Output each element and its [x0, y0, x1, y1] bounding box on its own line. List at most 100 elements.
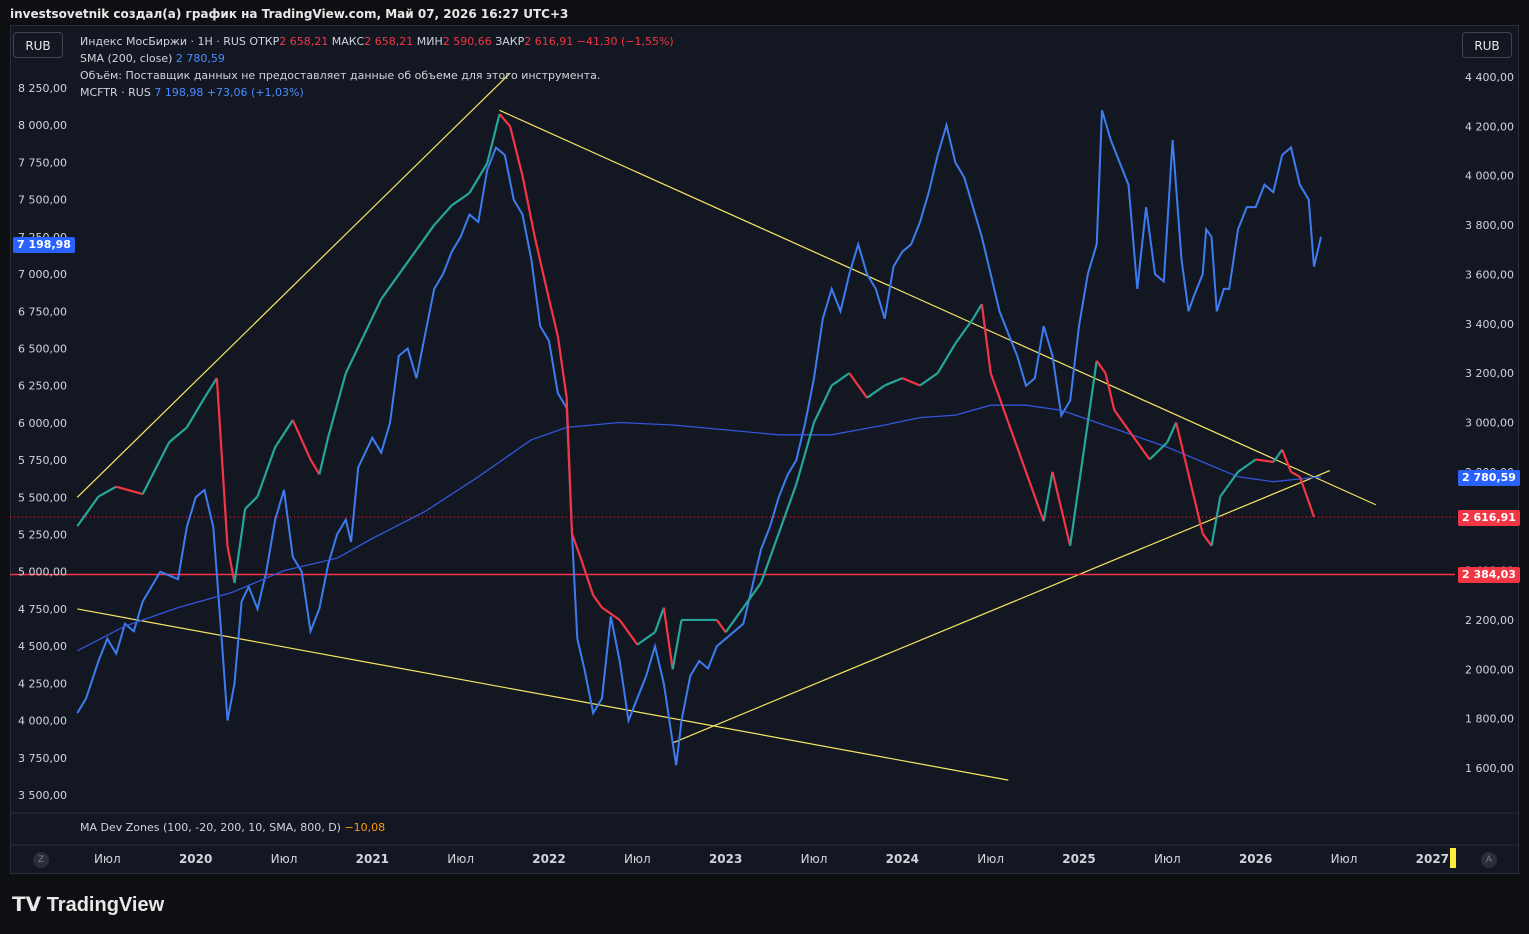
right-axis-tick: 1 800,00 [1465, 713, 1514, 726]
volume-note: Объём: Поставщик данных не предоставляет… [80, 69, 601, 82]
tradingview-logo[interactable]: 𝗧𝗩 TradingView [12, 892, 164, 917]
time-axis-tick: 2021 [356, 852, 389, 866]
imoex-segment [468, 162, 489, 194]
imoex-segment [866, 384, 886, 399]
imoex-segment [309, 458, 321, 475]
left-currency-button[interactable]: RUB [13, 32, 63, 58]
imoex-segment [884, 377, 903, 387]
imoex-segment [759, 533, 780, 584]
right-axis-tick: 2 200,00 [1465, 614, 1514, 627]
time-axis-tick: 2025 [1062, 852, 1095, 866]
footer-logo-text: TradingView [46, 894, 165, 916]
high-label: МАКС [331, 35, 365, 48]
right-currency-button[interactable]: RUB [1462, 32, 1512, 58]
series [76, 110, 1322, 766]
left-axis-tick: 4 250,00 [18, 677, 67, 690]
imoex-segment [954, 318, 974, 345]
imoex-segment [662, 607, 674, 670]
imoex-segment [203, 377, 218, 399]
left-axis-tick: 3 500,00 [18, 789, 67, 802]
imoex-segment [1024, 471, 1045, 522]
imoex-segment [1210, 496, 1222, 547]
left-price-axis[interactable]: 8 250,008 000,007 750,007 500,007 250,00… [18, 82, 67, 802]
time-axis-tick: 2022 [532, 852, 565, 866]
left-axis-tick: 5 500,00 [18, 491, 67, 504]
imoex-segment [1069, 484, 1081, 547]
trendline [672, 469, 1331, 744]
sma-legend[interactable]: SMA (200, close) 2 780,59 [80, 52, 225, 65]
imoex-segment [233, 508, 247, 584]
right-axis-tick: 3 200,00 [1465, 367, 1514, 380]
imoex-segment [556, 335, 568, 398]
time-axis-tick: Июл [977, 852, 1004, 866]
imoex-segment [1201, 532, 1213, 547]
imoex-segment [115, 485, 143, 496]
imoex-segment [989, 372, 1010, 423]
imoex-segment [244, 495, 259, 510]
zoom-toggle-button[interactable]: Z [33, 852, 49, 868]
imoex-segment [653, 607, 665, 633]
imoex-segment [547, 298, 559, 337]
imoex-segment [433, 204, 453, 226]
low-value: 2 590,66 [442, 35, 492, 48]
imoex-segment [415, 224, 436, 251]
close-label: ЗАКР [495, 35, 525, 48]
mcftr-line [76, 110, 1322, 766]
imoex-segment [813, 385, 833, 423]
level-price-tag: 2 384,03 [1458, 567, 1520, 583]
imoex-segment [1131, 434, 1151, 461]
time-axis-tick: Июл [94, 852, 121, 866]
imoex-segment [1219, 471, 1239, 498]
imoex-segment [972, 303, 983, 320]
open-value: 2 658,21 [279, 35, 329, 48]
auto-scale-button[interactable]: A [1481, 852, 1497, 868]
imoex-segment [486, 113, 501, 164]
imoex-segment [936, 342, 957, 374]
imoex-segment [533, 237, 551, 300]
horizontal-levels [10, 516, 1455, 576]
imoex-segment [671, 619, 683, 670]
imoex-segment [742, 582, 762, 609]
right-axis-tick: 3 400,00 [1465, 318, 1514, 331]
low-label: МИН [416, 35, 443, 48]
time-range-marker[interactable] [1450, 848, 1456, 868]
time-axis-tick: 2023 [709, 852, 742, 866]
trendline [76, 72, 511, 498]
right-axis-tick: 4 400,00 [1465, 71, 1514, 84]
imoex-segment [592, 594, 603, 609]
imoex-segment [565, 397, 574, 534]
imoex-segment [1042, 471, 1054, 522]
imoex-segment [168, 426, 188, 444]
right-price-axis[interactable]: 4 400,00 4 200,00 4 000,00 3 800,00 3 600,00… [1465, 71, 1514, 775]
imoex-segment [1113, 409, 1133, 436]
left-axis-tick: 7 750,00 [18, 156, 67, 169]
imoex-segment [1095, 360, 1107, 374]
time-axis[interactable]: Июл 2020 Июл 2021 Июл 2022 Июл 2023 Июл 2024 Июл 20… [10, 812, 1519, 866]
compare-legend[interactable]: MCFTR · RUS 7 198,98 +73,06 (+1,03%) [80, 86, 304, 99]
time-axis-tick: 2024 [886, 852, 919, 866]
imoex-segment [1307, 501, 1316, 518]
left-axis-tick: 8 000,00 [18, 119, 67, 132]
left-axis-tick: 4 000,00 [18, 715, 67, 728]
left-axis-tick: 5 250,00 [18, 529, 67, 542]
trendline [499, 109, 1377, 506]
symbol-legend[interactable]: Индекс МосБиржи · 1Н · RUS ОТКР2 658,21 … [80, 35, 674, 48]
change-value: −41,30 (−1,55%) [576, 35, 674, 48]
imoex-segment [618, 619, 639, 646]
compare-label: MCFTR · RUS [80, 86, 151, 99]
chart-area[interactable]: 8 250,008 000,007 750,007 500,007 250,00… [10, 25, 1519, 874]
high-value: 2 658,21 [364, 35, 414, 48]
imoex-segment [1086, 360, 1098, 423]
imoex-segment [601, 606, 621, 621]
tradingview-logo-icon: 𝗧𝗩 [12, 894, 47, 916]
indicator-legend[interactable]: MA Dev Zones (100, -20, 200, 10, SMA, 80… [80, 821, 385, 834]
imoex-segment [1104, 372, 1116, 411]
imoex-segment [318, 437, 330, 475]
imoex-segment [1077, 422, 1089, 485]
right-axis-tick: 3 600,00 [1465, 268, 1514, 281]
time-axis-tick: Июл [624, 852, 651, 866]
left-axis-tick: 6 250,00 [18, 380, 67, 393]
time-axis-tick: Июл [1331, 852, 1358, 866]
imoex-segment [1290, 470, 1301, 478]
left-axis-tick: 5 000,00 [18, 566, 67, 579]
